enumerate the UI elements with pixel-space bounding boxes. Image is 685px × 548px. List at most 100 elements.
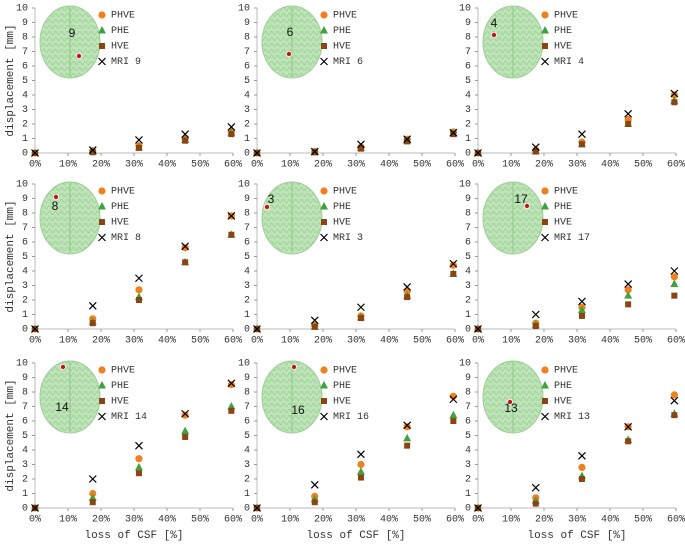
y-tick-label: 6: [465, 62, 471, 73]
x-tick-label: 40%: [380, 336, 398, 347]
x-tick-label: 50%: [634, 336, 652, 347]
marker-x: [624, 280, 633, 288]
x-tick-label: 40%: [158, 160, 176, 171]
x-tick-label: 40%: [601, 515, 619, 526]
x-tick-label: 30%: [125, 160, 143, 171]
brain-dot: [524, 202, 531, 209]
brain-dot: [76, 53, 83, 60]
x-tick-label: 50%: [634, 160, 652, 171]
marker-x: [357, 450, 365, 459]
x-tick-label: 0%: [251, 160, 263, 171]
x-tick-label: 30%: [125, 336, 143, 347]
marker-x: [310, 480, 319, 489]
marker-x: [531, 143, 540, 152]
marker-circle: [320, 366, 328, 374]
marker-square: [404, 138, 411, 145]
marker-circle: [541, 187, 549, 195]
y-tick-label: 7: [244, 223, 250, 234]
y-tick-label: 2: [244, 296, 250, 307]
y-tick-label: 10: [238, 359, 250, 370]
y-tick-label: 10: [16, 180, 28, 191]
marker-triangle: [98, 381, 106, 389]
panel: 0 1 2 3 4 5 6 7 8 9 10 0% 10% 20% 30% 40% 50% 60% 3 PHVE PHE…: [238, 180, 464, 347]
y-tick-label: 9: [22, 373, 28, 384]
marker-square: [182, 433, 189, 440]
x-tick-label: 20%: [314, 336, 332, 347]
marker-circle: [578, 463, 586, 471]
y-tick-label: 7: [22, 402, 28, 413]
marker-x: [31, 325, 39, 333]
x-tick-label: 20%: [535, 336, 553, 347]
marker-circle: [181, 411, 189, 419]
x-tick-label: 30%: [568, 160, 586, 171]
marker-square: [404, 294, 411, 301]
y-tick-label: 6: [465, 417, 471, 428]
marker-x: [474, 149, 482, 157]
y-tick-label: 0: [22, 504, 28, 515]
panel: 0 1 2 3 4 5 6 7 8 9 10 0% 10% 20% 30% 40% 50% 60% 4 PHVE PHE…: [459, 4, 685, 171]
marker-square: [321, 43, 327, 49]
y-tick-label: 1: [465, 134, 471, 145]
legend-label: MRI 8: [111, 233, 141, 244]
y-tick-label: 9: [465, 18, 471, 29]
marker-x: [253, 325, 261, 333]
panel: 0 1 2 3 4 5 6 7 8 9 10 0% 10% 20% 30% 40% 50% 60% displace…: [5, 359, 242, 542]
x-tick-label: 0%: [251, 336, 263, 347]
y-tick-label: 10: [16, 4, 28, 15]
marker-square: [542, 398, 548, 404]
y-tick-label: 9: [244, 373, 250, 384]
marker-triangle: [624, 291, 633, 299]
y-tick-label: 4: [22, 446, 28, 457]
marker-x: [253, 504, 261, 512]
legend-label: PHVE: [554, 187, 578, 198]
x-tick-label: 10%: [281, 515, 299, 526]
marker-x: [135, 274, 143, 283]
x-tick-label: 30%: [125, 515, 143, 526]
marker-x: [320, 57, 328, 66]
marker-square: [450, 131, 457, 138]
marker-x: [31, 149, 39, 157]
x-tick-label: 30%: [347, 515, 365, 526]
marker-triangle: [181, 426, 190, 435]
marker-triangle: [88, 493, 97, 501]
legend-label: MRI 16: [333, 412, 369, 423]
y-tick-label: 9: [244, 194, 250, 205]
y-tick-label: 4: [22, 91, 28, 102]
marker-triangle: [541, 381, 549, 389]
marker-square: [450, 418, 457, 424]
y-tick-label: 5: [244, 252, 250, 263]
x-tick-label: 40%: [158, 336, 176, 347]
y-tick-label: 0: [22, 325, 28, 336]
y-tick-label: 5: [22, 252, 28, 263]
y-tick-label: 6: [465, 238, 471, 249]
legend-label: MRI 13: [554, 412, 590, 423]
x-tick-label: 60%: [667, 160, 685, 171]
x-tick-label: 60%: [446, 160, 464, 171]
y-tick-label: 2: [22, 475, 28, 486]
x-tick-label: 10%: [502, 160, 520, 171]
y-tick-label: 2: [465, 475, 471, 486]
marker-circle: [135, 455, 143, 463]
marker-x: [403, 421, 412, 430]
y-tick-label: 0: [465, 149, 471, 160]
marker-x: [181, 409, 190, 418]
marker-x: [227, 211, 236, 220]
y-tick-label: 1: [465, 310, 471, 321]
y-tick-label: 3: [244, 460, 250, 471]
marker-square: [228, 131, 235, 138]
y-tick-label: 9: [465, 373, 471, 384]
y-tick-label: 9: [22, 18, 28, 29]
legend-label: HVE: [333, 42, 351, 53]
marker-x: [320, 412, 328, 421]
y-tick-label: 3: [465, 105, 471, 116]
y-tick-label: 3: [465, 281, 471, 292]
marker-square: [625, 301, 632, 308]
marker-square: [625, 121, 632, 127]
brain-label: 6: [287, 25, 294, 39]
legend-label: PHE: [111, 202, 129, 213]
marker-x: [135, 441, 143, 450]
marker-circle: [98, 187, 106, 195]
brain-dot: [263, 203, 270, 210]
y-tick-label: 1: [244, 134, 250, 145]
x-axis-title: loss of CSF [%]: [84, 530, 183, 542]
